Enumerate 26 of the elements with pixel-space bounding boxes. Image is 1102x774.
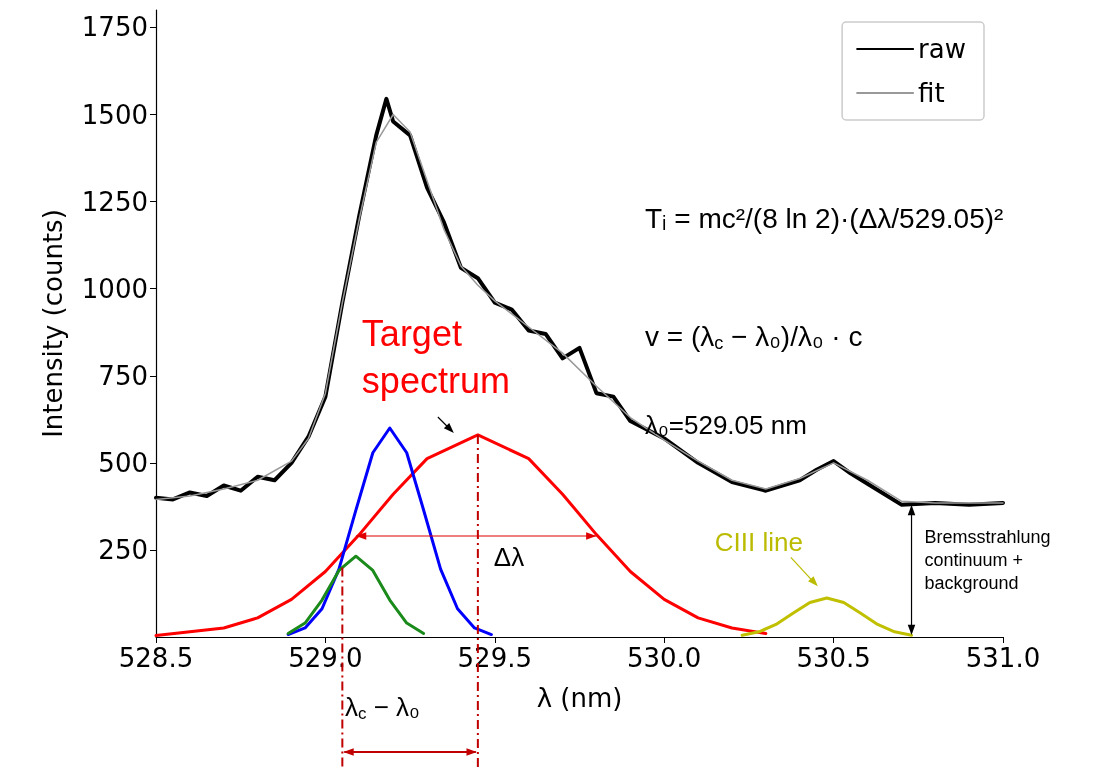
x-tick-label: 530.0 bbox=[626, 643, 702, 673]
x-tick-label: 531.0 bbox=[965, 643, 1041, 673]
y-tick-label: 250 bbox=[98, 534, 148, 565]
y-tick-label: 500 bbox=[98, 447, 148, 478]
line-series bbox=[740, 596, 914, 637]
y-tick-label: 1500 bbox=[81, 99, 148, 130]
annotation: Tᵢ = mc²/(8 ln 2)·(Δλ/529.05)² bbox=[645, 202, 1004, 234]
legend-label: fit bbox=[918, 78, 945, 108]
annotation: CIII line bbox=[714, 527, 803, 558]
x-axis-title: λ (nm) bbox=[536, 683, 623, 713]
y-tick-label: 1250 bbox=[81, 186, 148, 217]
x-tick-label: 528.5 bbox=[118, 643, 194, 673]
y-tick-label: 750 bbox=[98, 360, 148, 391]
line-series bbox=[286, 554, 426, 636]
annotation: λ₀=529.05 nm bbox=[645, 409, 807, 440]
y-tick-label: 1750 bbox=[81, 12, 148, 43]
y-axis-title: Intensity (counts) bbox=[38, 209, 68, 438]
x-tick-label: 530.5 bbox=[796, 643, 871, 673]
x-tick-label: 529.0 bbox=[288, 643, 363, 673]
line-series bbox=[286, 426, 493, 637]
legend-label: raw bbox=[918, 34, 966, 64]
annotation: Δλ bbox=[493, 541, 525, 572]
x-tick-label: 529.5 bbox=[457, 643, 533, 673]
annotation: Target spectrum bbox=[361, 312, 510, 401]
y-tick-label: 1000 bbox=[81, 273, 148, 304]
annotation: Bremsstrahlung continuum + background bbox=[924, 526, 1056, 594]
